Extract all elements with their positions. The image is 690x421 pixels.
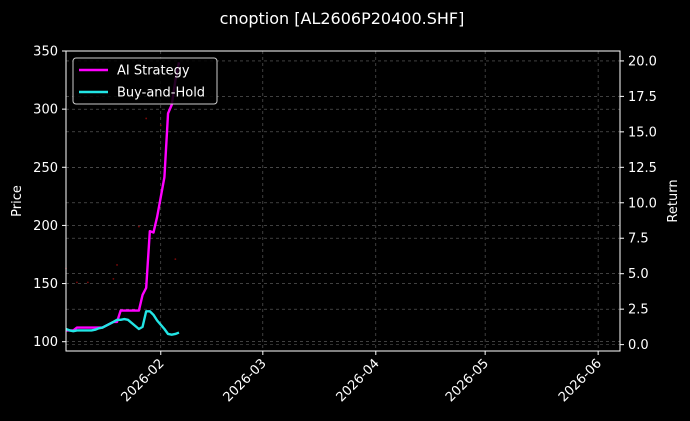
legend-label: AI Strategy: [117, 64, 190, 79]
scatter-point: [86, 281, 89, 284]
y2-tick-label: 15.0: [628, 125, 657, 140]
y2-tick-label: 17.5: [628, 90, 657, 105]
y2-tick-label: 10.0: [628, 196, 657, 211]
y-tick-label: 150: [33, 277, 58, 292]
series-line-ai-strategy: [66, 62, 181, 332]
y-tick-label: 300: [33, 103, 58, 118]
scatter-point: [174, 258, 177, 261]
y2-tick-label: 5.0: [628, 267, 649, 282]
plot-frame: [65, 50, 621, 352]
y2-tick-label: 12.5: [628, 161, 657, 176]
y2-tick-label: 2.5: [628, 303, 649, 318]
legend-box: [72, 57, 218, 105]
scatter-point: [76, 281, 78, 284]
y2-tick-label: 0.0: [628, 338, 649, 353]
y2-tick-label: 7.5: [628, 232, 649, 247]
y-axis-right: 0.0 2.5 5.0 7.5 10.0 12.5 15.0 17.5 20.0: [620, 54, 657, 353]
y-tick-label: 100: [33, 335, 58, 350]
y2-axis-label: Return: [666, 179, 681, 222]
y-axis-label: Price: [10, 185, 25, 217]
series-line-buy-and-hold: [65, 310, 180, 336]
scatter-point: [116, 264, 118, 266]
line-series: [65, 62, 181, 336]
legend: AI Strategy Buy-and-Hold: [72, 57, 218, 105]
y-tick-label: 200: [33, 219, 58, 234]
y-tick-label: 350: [33, 45, 58, 60]
scatter-point: [112, 278, 115, 280]
y2-tick-label: 20.0: [628, 54, 657, 69]
scatter-point: [137, 225, 140, 228]
y-tick-label: 250: [33, 161, 58, 176]
y-axis-left: 100 150 200 250 300 350: [33, 45, 66, 350]
legend-label: Buy-and-Hold: [117, 86, 205, 101]
chart-title: cnoption [AL2606P20400.SHF]: [220, 9, 465, 28]
scatter-point: [159, 124, 162, 127]
scatter-point: [145, 117, 148, 120]
